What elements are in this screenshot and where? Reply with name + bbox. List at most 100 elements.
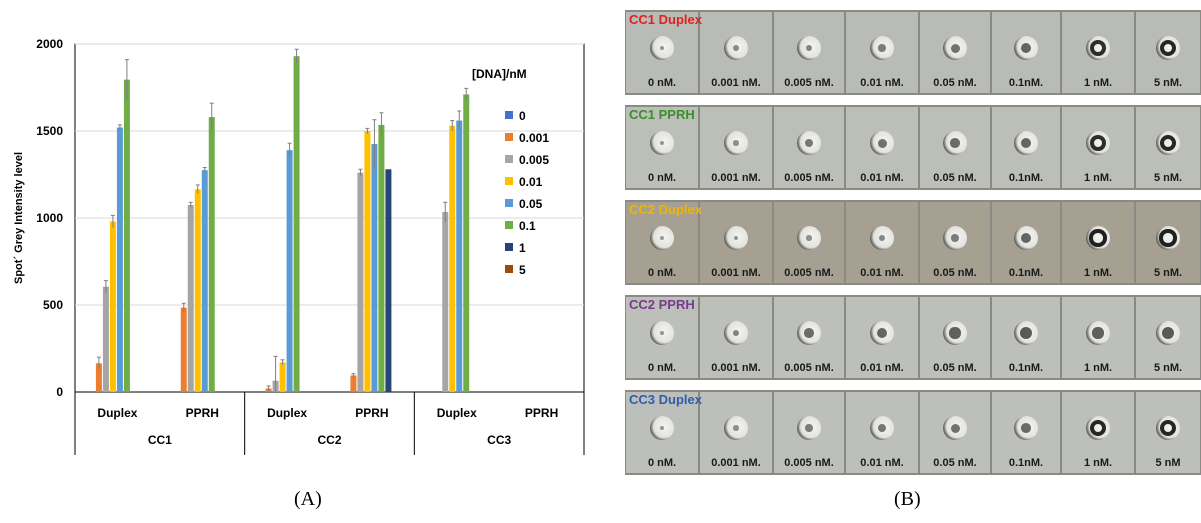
category-label: Duplex <box>437 406 477 420</box>
y-axis-label: Spot´ Grey Intensity level <box>13 152 25 284</box>
legend-title: [DNA]/nM <box>472 67 527 81</box>
spot <box>732 329 740 337</box>
concentration-label: 1 nM. <box>1083 172 1113 184</box>
spot <box>733 235 739 241</box>
concentration-label: 5 nM. <box>1153 362 1183 374</box>
well <box>943 416 967 440</box>
concentration-label: 0.01 nM. <box>860 172 904 184</box>
spot <box>733 45 739 51</box>
spot-cell: 0 nM. <box>626 297 698 378</box>
concentration-label: 0.01 nM. <box>860 267 904 279</box>
category-label: PPRH <box>186 406 219 420</box>
spot <box>877 138 887 148</box>
well <box>943 131 967 155</box>
spot <box>1020 232 1032 244</box>
spot <box>1020 42 1032 54</box>
bar <box>385 169 392 392</box>
spot-cell: 0.01 nM. <box>846 107 918 188</box>
well <box>650 416 674 440</box>
well <box>1086 321 1110 345</box>
spot <box>1159 229 1177 247</box>
spot <box>877 423 887 433</box>
concentration-label: 0.05 nM. <box>933 77 977 89</box>
well <box>650 321 674 345</box>
spot-cell: 0.05 nM. <box>920 392 990 473</box>
spot-cell: 0 nM. <box>626 12 698 93</box>
group-label: CC3 <box>487 433 511 447</box>
legend-label: 5 <box>519 263 526 277</box>
spot <box>659 45 665 51</box>
spot <box>659 425 665 431</box>
spot-cell: 0.01 nM. <box>846 202 918 283</box>
spot <box>876 327 888 339</box>
spot <box>659 140 665 146</box>
well <box>1014 226 1038 250</box>
well <box>1156 416 1180 440</box>
spot <box>1159 39 1177 57</box>
strip-title: CC3 Duplex <box>629 392 702 407</box>
spot <box>733 140 739 146</box>
category-label: PPRH <box>525 406 558 420</box>
spot-cell: 0.1nM. <box>992 297 1060 378</box>
spot-cell: 0.001 nM. <box>700 12 772 93</box>
spot-cell: 0.01 nM. <box>846 392 918 473</box>
spot-cell: 5 nM. <box>1136 107 1200 188</box>
spot-strip: CC2 PPRH 0 nM. 0.001 nM. 0.005 nM. 0.01 nM. 0… <box>625 295 1201 380</box>
concentration-label: 0.1nM. <box>1008 172 1044 184</box>
concentration-label: 5 nM. <box>1153 77 1183 89</box>
spot-cell: 5 nM. <box>1136 297 1200 378</box>
spot-cell: 0.001 nM. <box>700 202 772 283</box>
spot <box>950 423 960 433</box>
bar <box>442 211 449 392</box>
spot <box>659 330 665 336</box>
spot-cell: 0.1nM. <box>992 202 1060 283</box>
group-label: CC1 <box>148 433 172 447</box>
spot <box>806 235 812 241</box>
legend-swatch <box>505 111 513 119</box>
concentration-label: 0.01 nM. <box>860 77 904 89</box>
concentration-label: 0.05 nM. <box>933 172 977 184</box>
concentration-label: 0.01 nM. <box>860 362 904 374</box>
spot-cell: 0.05 nM. <box>920 107 990 188</box>
spot-cell: 0.005 nM. <box>774 107 844 188</box>
legend-label: 0.01 <box>519 175 543 189</box>
spot <box>1089 229 1107 247</box>
spot <box>1159 134 1177 152</box>
concentration-label: 0 nM. <box>647 77 677 89</box>
well <box>870 416 894 440</box>
spot <box>951 234 959 242</box>
bar <box>208 117 215 392</box>
well <box>870 36 894 60</box>
spot-strip: CC1 PPRH 0 nM. 0.001 nM. 0.005 nM. 0.01 nM. 0… <box>625 105 1201 190</box>
bar <box>350 375 357 392</box>
legend-swatch <box>505 155 513 163</box>
bar <box>371 144 378 392</box>
spot-cell: 0 nM. <box>626 107 698 188</box>
spot-cell: 0.01 nM. <box>846 12 918 93</box>
concentration-label: 0.001 nM. <box>711 457 761 469</box>
concentration-label: 0.1nM. <box>1008 267 1044 279</box>
category-label: Duplex <box>267 406 307 420</box>
concentration-label: 0.001 nM. <box>711 267 761 279</box>
spot-cell: 0.005 nM. <box>774 392 844 473</box>
spot-cell: 5 nM. <box>1136 202 1200 283</box>
well <box>1086 226 1110 250</box>
spot-cell: 1 nM. <box>1062 107 1134 188</box>
bar <box>286 150 293 392</box>
spot-cell: 0 nM. <box>626 392 698 473</box>
spot-cell: 0.005 nM. <box>774 12 844 93</box>
spot-cell: 1 nM. <box>1062 202 1134 283</box>
concentration-label: 0.005 nM. <box>784 172 834 184</box>
well <box>943 36 967 60</box>
well <box>650 131 674 155</box>
spot <box>804 138 814 148</box>
well <box>650 36 674 60</box>
spot-strip: CC2 Duplex 0 nM. 0.001 nM. 0.005 nM. 0.01 nM… <box>625 200 1201 285</box>
spot <box>1159 419 1177 437</box>
spot-cell: 0.001 nM. <box>700 297 772 378</box>
well <box>1086 416 1110 440</box>
bar <box>123 79 130 393</box>
concentration-label: 5 nM. <box>1153 172 1183 184</box>
bar <box>194 189 201 392</box>
spot-strip: CC1 Duplex 0 nM. 0.001 nM. 0.005 nM. 0.01 nM… <box>625 10 1201 95</box>
